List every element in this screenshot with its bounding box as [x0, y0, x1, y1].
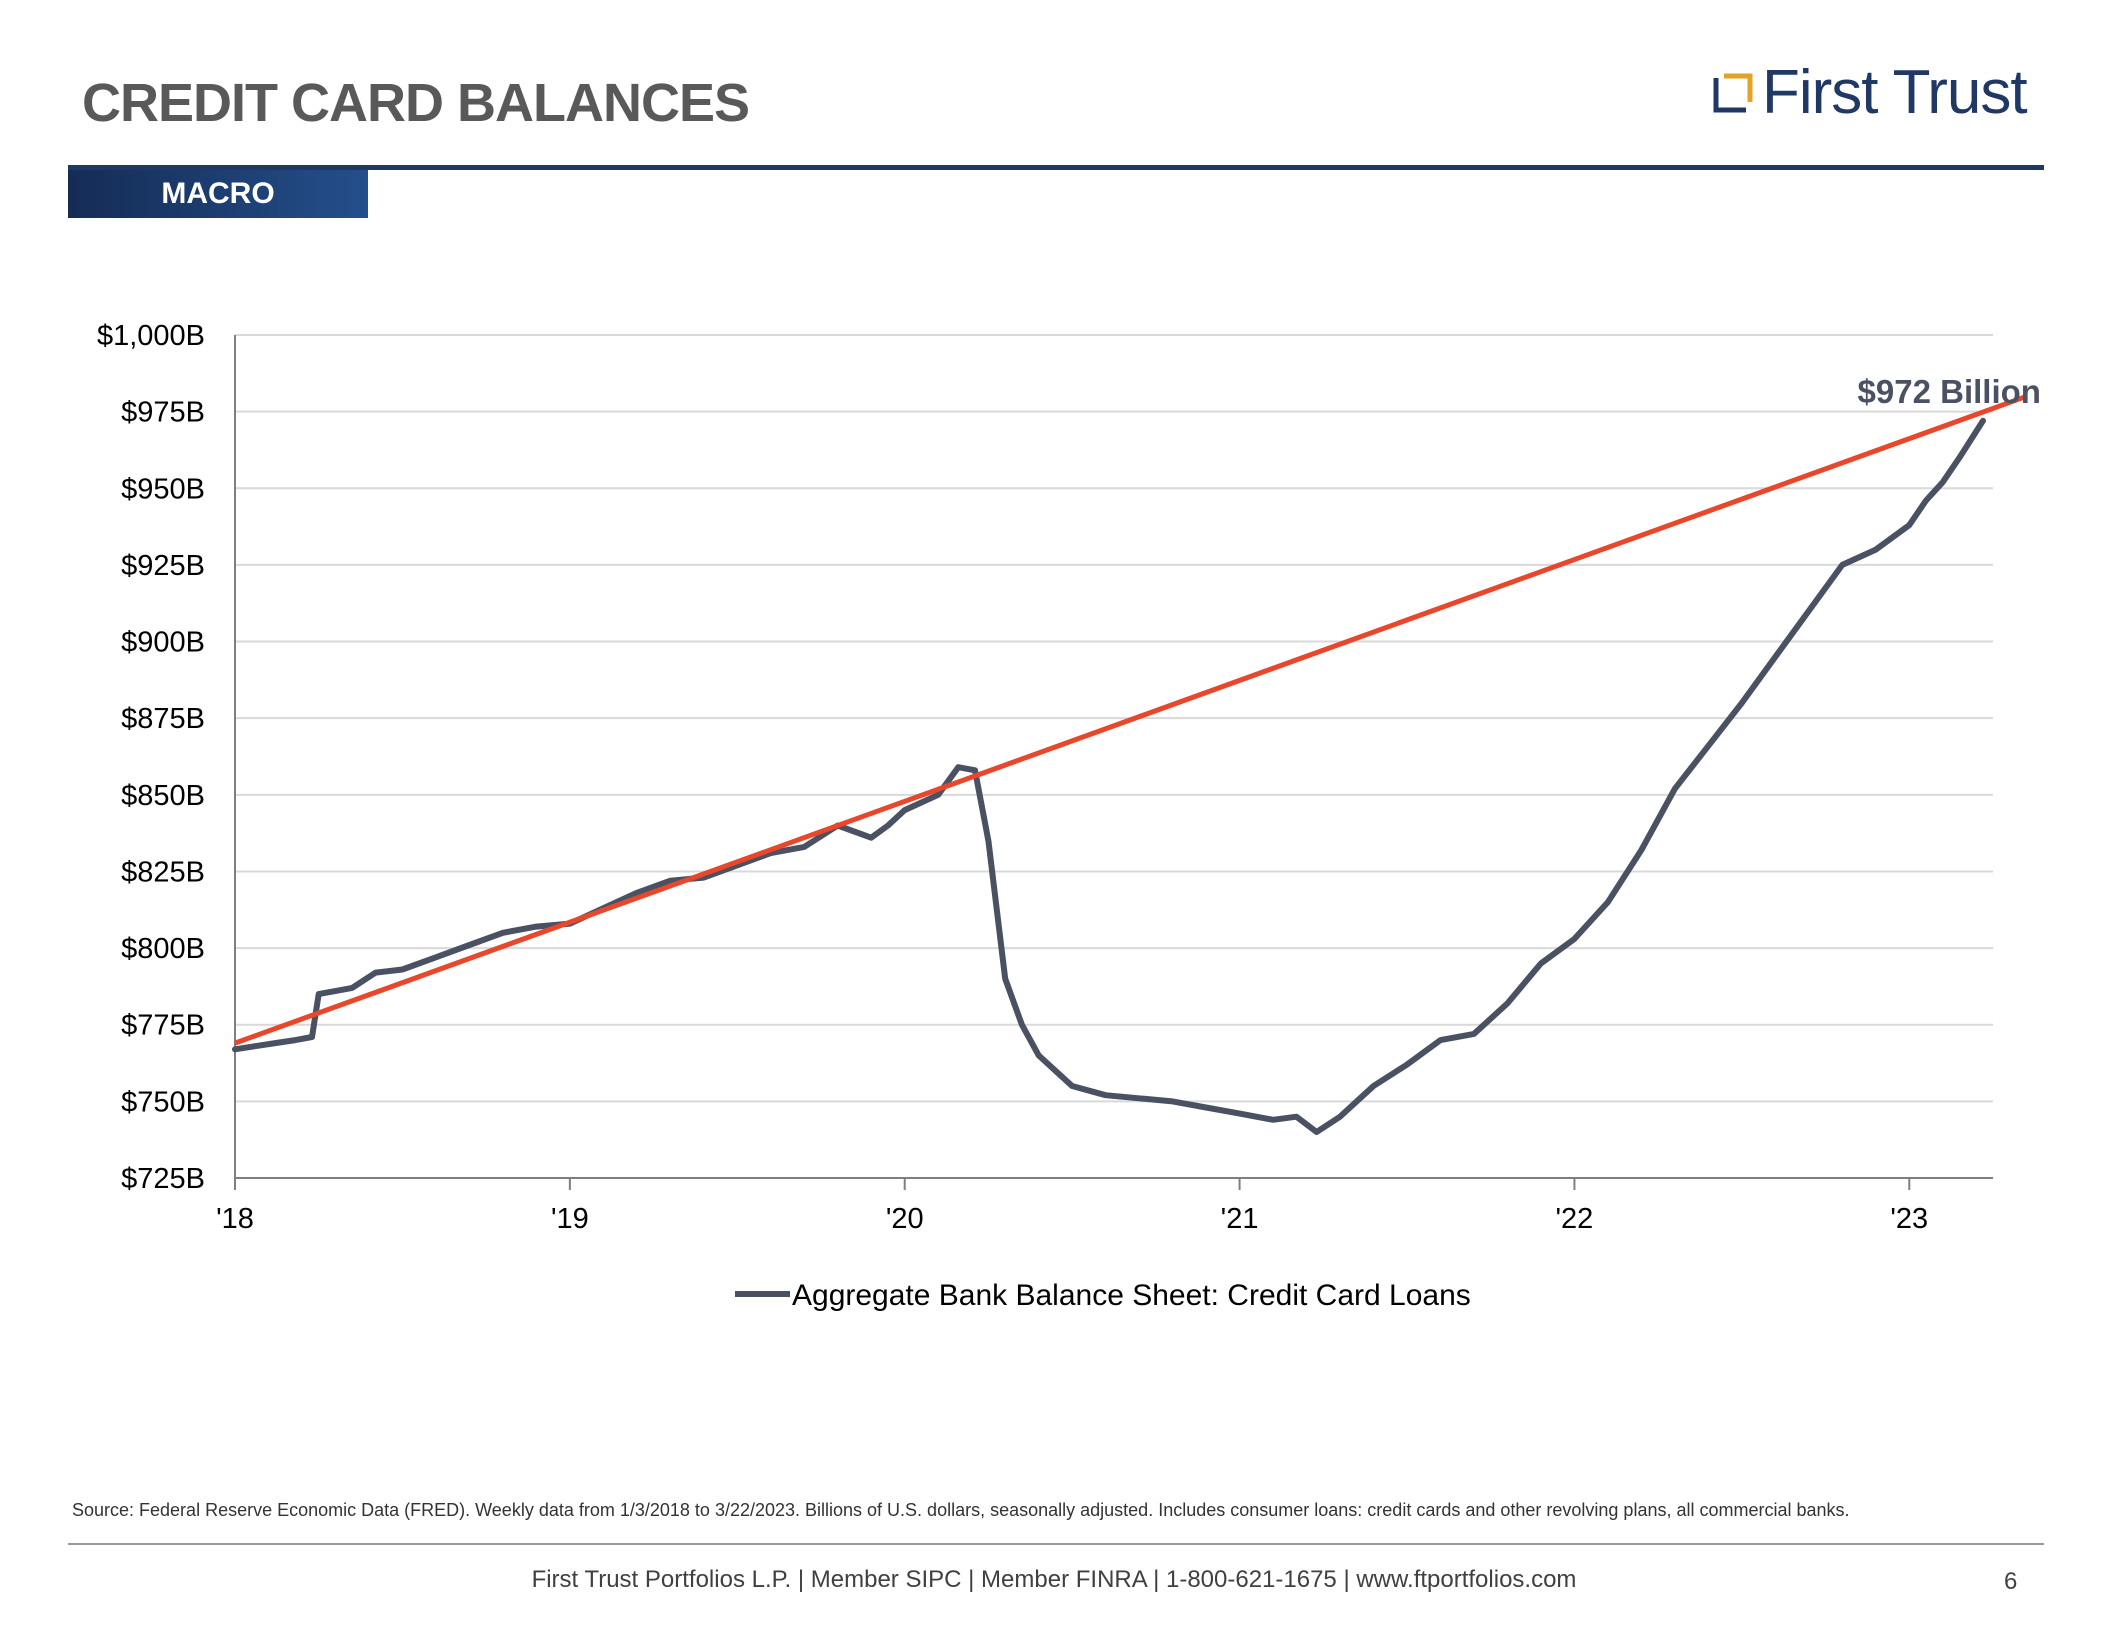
series-line-credit-card-loans [232, 417, 1986, 1135]
x-tick-label: '20 [886, 1203, 924, 1235]
label-layer: $972 Billion Aggregate Bank Balance Sheet… [735, 373, 2041, 1312]
logo-bracket-icon [1712, 72, 1754, 114]
x-tick-label: '23 [1890, 1203, 1928, 1235]
y-tick-label: $925B [121, 550, 205, 582]
section-tab: MACRO [68, 170, 368, 218]
y-tick-label: $775B [121, 1010, 205, 1042]
logo-text: First Trust [1762, 58, 2028, 127]
axis-layer: $725B $750B $775B $800B $825B $850B $875B $900B… [97, 320, 1993, 1235]
y-tick-label: $825B [121, 856, 205, 888]
grid-layer [235, 334, 1993, 1103]
y-tick-label: $800B [121, 933, 205, 965]
page-title: CREDIT CARD BALANCES [82, 73, 750, 133]
x-tick-label: '21 [1221, 1203, 1259, 1235]
y-tick-label: $875B [121, 703, 205, 735]
footer-rule [68, 1543, 2044, 1545]
x-tick-label: '22 [1556, 1203, 1594, 1235]
y-tick-label: $725B [121, 1163, 205, 1195]
page-number: 6 [2004, 1568, 2018, 1595]
annotation-latest-value: $972 Billion [1858, 373, 2041, 410]
x-tick-label: '18 [216, 1203, 254, 1235]
y-tick-label: $750B [121, 1086, 205, 1118]
x-tick-label: '19 [551, 1203, 589, 1235]
header-rule [68, 165, 2044, 170]
brand-logo: First Trust [1712, 58, 2028, 127]
y-tick-label: $1,000B [97, 320, 205, 352]
series-layer [232, 393, 2028, 1135]
footer-company-line: First Trust Portfolios L.P. | Member SIP… [531, 1566, 1577, 1593]
y-tick-label: $900B [121, 627, 205, 659]
y-tick-label: $850B [121, 780, 205, 812]
line-chart: $725B $750B $775B $800B $825B $850B $875B $900B… [97, 320, 2041, 1312]
source-note: Source: Federal Reserve Economic Data (F… [72, 1500, 1850, 1520]
y-tick-label: $950B [121, 473, 205, 505]
y-tick-label: $975B [121, 397, 205, 429]
legend-label: Aggregate Bank Balance Sheet: Credit Car… [792, 1279, 1471, 1312]
trend-line [234, 393, 2028, 1046]
